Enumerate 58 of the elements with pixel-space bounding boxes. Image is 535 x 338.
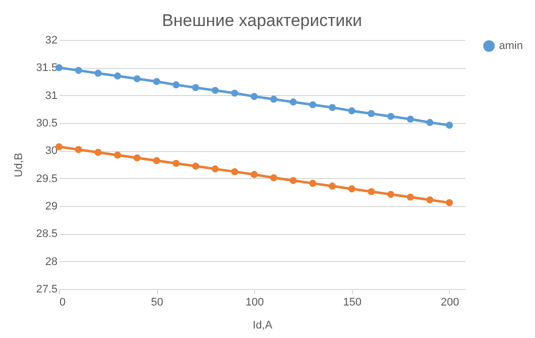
point — [328, 104, 336, 112]
point — [328, 182, 336, 190]
point — [290, 98, 297, 106]
y-axis-title: Ud,B — [13, 152, 26, 178]
y-tick-label: 27.5 — [36, 284, 58, 296]
x-tick-label: 150 — [343, 296, 362, 308]
point — [290, 177, 297, 184]
point — [250, 92, 258, 100]
y-tick-label: 30.5 — [36, 118, 58, 130]
point — [114, 72, 122, 80]
x-tick-label: 100 — [246, 296, 264, 308]
point — [172, 160, 180, 167]
y-tick-label: 29 — [45, 200, 58, 212]
point — [231, 168, 238, 176]
point — [348, 107, 356, 114]
point — [426, 196, 434, 204]
y-tick-label: 28 — [45, 256, 58, 268]
point — [406, 116, 414, 123]
y-tick-label: 32 — [45, 34, 58, 46]
point — [172, 81, 180, 88]
point — [309, 101, 316, 108]
point — [368, 188, 375, 196]
y-tick-label: 29.5 — [36, 172, 58, 185]
point — [270, 96, 278, 103]
x-tick-label: 0 — [60, 296, 66, 308]
point — [231, 90, 238, 97]
point — [153, 157, 160, 164]
point — [348, 185, 356, 192]
point — [212, 86, 219, 94]
point — [250, 170, 258, 178]
point — [134, 154, 141, 162]
point — [74, 146, 82, 154]
point — [153, 78, 160, 86]
y-tick-label: 31 — [45, 90, 58, 102]
legend-label: amin — [499, 40, 523, 52]
x-tick-label: 200 — [440, 296, 460, 308]
point — [387, 190, 394, 198]
point — [192, 84, 200, 92]
point — [426, 118, 434, 126]
point — [94, 70, 102, 77]
y-tick-label: 30 — [45, 145, 58, 158]
point — [368, 110, 375, 118]
point — [114, 152, 122, 159]
point — [446, 199, 453, 206]
point — [387, 112, 394, 120]
point — [446, 122, 453, 129]
point — [74, 66, 82, 74]
chart-title: Внешние характеристики — [162, 11, 362, 30]
point — [212, 165, 219, 172]
point — [94, 148, 102, 156]
point — [406, 194, 414, 201]
y-tick-label: 28.5 — [36, 228, 58, 240]
point — [134, 75, 141, 82]
x-tick-label: 50 — [150, 296, 164, 308]
point — [309, 180, 316, 187]
x-axis-title: Id,A — [252, 320, 273, 332]
point — [270, 174, 278, 182]
point — [192, 162, 200, 170]
